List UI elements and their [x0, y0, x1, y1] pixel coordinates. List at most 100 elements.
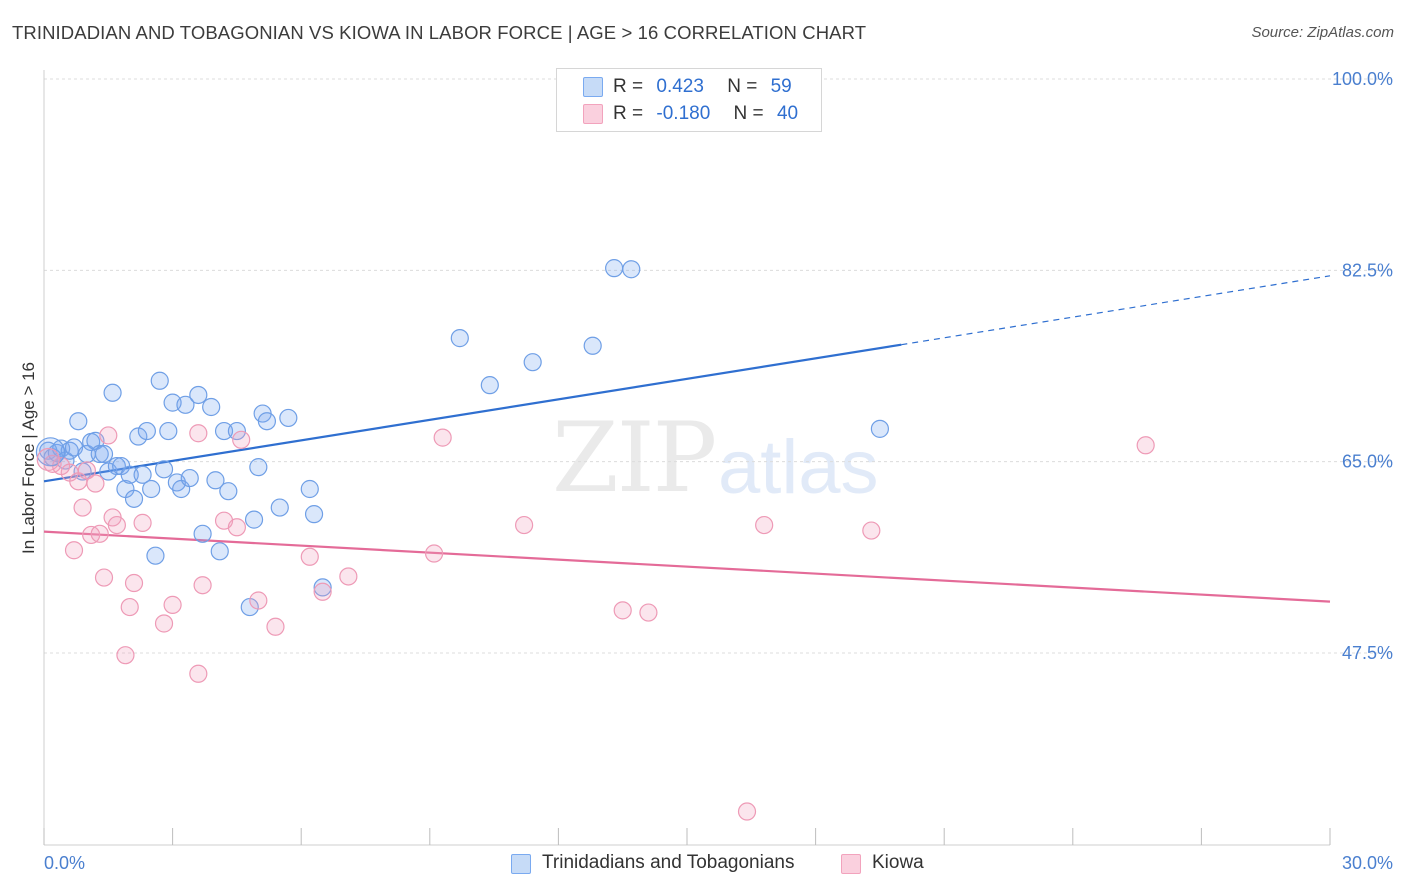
- data-points: [35, 259, 1155, 821]
- point-trinidadian: [154, 460, 174, 479]
- gridlines: [44, 78, 1393, 654]
- point-trinidadian: [103, 383, 122, 402]
- point-trinidadian: [107, 456, 126, 476]
- point-trinidadian: [313, 578, 332, 597]
- point-trinidadian: [176, 395, 195, 414]
- r-value: -0.180: [656, 103, 711, 124]
- trend-line-kiowa: [43, 530, 1331, 603]
- point-trinidadian: [622, 260, 641, 279]
- point-trinidadian: [133, 465, 152, 484]
- n-value: 59: [770, 76, 792, 97]
- bottom-legend-swatch-blue: [511, 854, 531, 874]
- point-trinidadian: [193, 524, 212, 543]
- point-kiowa: [133, 513, 152, 532]
- point-kiowa: [515, 515, 534, 535]
- point-kiowa: [120, 597, 139, 617]
- trend-lines: [43, 275, 1331, 603]
- legend-swatch-pink: [583, 104, 603, 124]
- point-trinidadian: [244, 510, 264, 529]
- point-trinidadian: [480, 376, 499, 395]
- point-kiowa: [116, 646, 135, 665]
- point-kiowa: [755, 515, 774, 535]
- point-trinidadian: [210, 542, 229, 561]
- point-kiowa: [249, 591, 268, 610]
- point-trinidadian: [249, 458, 268, 477]
- point-trinidadian: [90, 444, 109, 464]
- y-axis-title: In Labor Force | Age > 16: [19, 362, 38, 554]
- axes: [43, 70, 1331, 846]
- chart-source: Source: ZipAtlas.com: [1251, 24, 1394, 41]
- correlation-legend: R = 0.423 N = 59 R = -0.180 N = 40: [556, 68, 822, 132]
- trend-line-trinidadian: [43, 343, 902, 483]
- point-trinidadian: [605, 259, 624, 278]
- point-trinidadian: [206, 471, 225, 490]
- y-tick-label: 100.0%: [1332, 69, 1393, 89]
- point-kiowa: [90, 524, 109, 543]
- point-trinidadian: [523, 353, 542, 372]
- point-trinidadian: [69, 412, 88, 431]
- point-kiowa: [86, 474, 105, 493]
- axis-labels: 47.5% 65.0% 82.5% 100.0% 0.0% 30.0% In Labor F…: [19, 69, 1393, 873]
- y-tick-label: 82.5%: [1342, 260, 1393, 280]
- point-trinidadian: [150, 371, 169, 390]
- bottom-legend-label-trinidadian: Trinidadians and Tobagonians: [542, 852, 795, 873]
- r-label: R =: [613, 103, 644, 124]
- point-trinidadian: [189, 385, 208, 405]
- point-kiowa: [163, 595, 182, 614]
- point-kiowa: [227, 518, 246, 537]
- point-trinidadian: [257, 412, 277, 431]
- legend-swatch-blue: [583, 77, 603, 97]
- point-trinidadian: [219, 482, 238, 501]
- point-kiowa: [154, 614, 174, 633]
- point-kiowa: [737, 802, 757, 821]
- x-tick-label: 0.0%: [44, 853, 85, 873]
- point-trinidadian: [870, 419, 890, 438]
- point-trinidadian: [124, 489, 144, 508]
- point-kiowa: [189, 424, 208, 443]
- point-kiowa: [300, 547, 319, 566]
- r-value: 0.423: [656, 76, 704, 97]
- point-kiowa: [862, 521, 881, 540]
- point-trinidadian: [300, 479, 319, 499]
- point-kiowa: [433, 428, 452, 447]
- point-trinidadian: [137, 421, 156, 441]
- point-kiowa: [266, 617, 285, 636]
- point-trinidadian: [180, 468, 199, 488]
- point-kiowa: [189, 664, 208, 683]
- point-trinidadian: [227, 421, 246, 441]
- point-trinidadian: [146, 546, 165, 565]
- point-kiowa: [107, 515, 126, 535]
- point-trinidadian: [94, 444, 114, 464]
- point-kiowa: [193, 576, 212, 595]
- point-kiowa: [64, 541, 84, 560]
- legend-text-kiowa: R = -0.180 N = 40: [613, 103, 798, 125]
- point-kiowa: [424, 544, 444, 563]
- n-label: N =: [733, 103, 764, 124]
- n-value: 40: [776, 103, 799, 124]
- point-kiowa: [73, 498, 92, 517]
- bottom-legend-label-kiowa: Kiowa: [872, 852, 924, 873]
- point-trinidadian: [202, 397, 221, 417]
- point-trinidadian: [120, 465, 139, 484]
- legend-text-trinidadian: R = 0.423 N = 59: [613, 76, 792, 98]
- point-kiowa: [613, 601, 632, 620]
- point-kiowa: [77, 461, 96, 480]
- point-kiowa: [124, 573, 144, 593]
- point-trinidadian: [270, 498, 289, 517]
- point-kiowa: [94, 568, 114, 587]
- bottom-legend-swatch-pink: [841, 854, 861, 874]
- point-trinidadian: [159, 421, 178, 441]
- point-trinidadian: [450, 329, 469, 348]
- r-label: R =: [613, 76, 644, 97]
- point-kiowa: [1136, 436, 1155, 455]
- point-kiowa: [313, 582, 332, 601]
- point-kiowa-cluster: [36, 447, 60, 472]
- watermark-zip: ZIP: [552, 402, 717, 514]
- point-trinidadian: [142, 479, 161, 499]
- x-tick-label: 30.0%: [1342, 853, 1393, 873]
- point-kiowa: [639, 603, 658, 622]
- point-trinidadian: [279, 408, 298, 428]
- y-tick-label: 47.5%: [1342, 643, 1393, 663]
- trend-line-trinidadian-extension: [901, 275, 1331, 346]
